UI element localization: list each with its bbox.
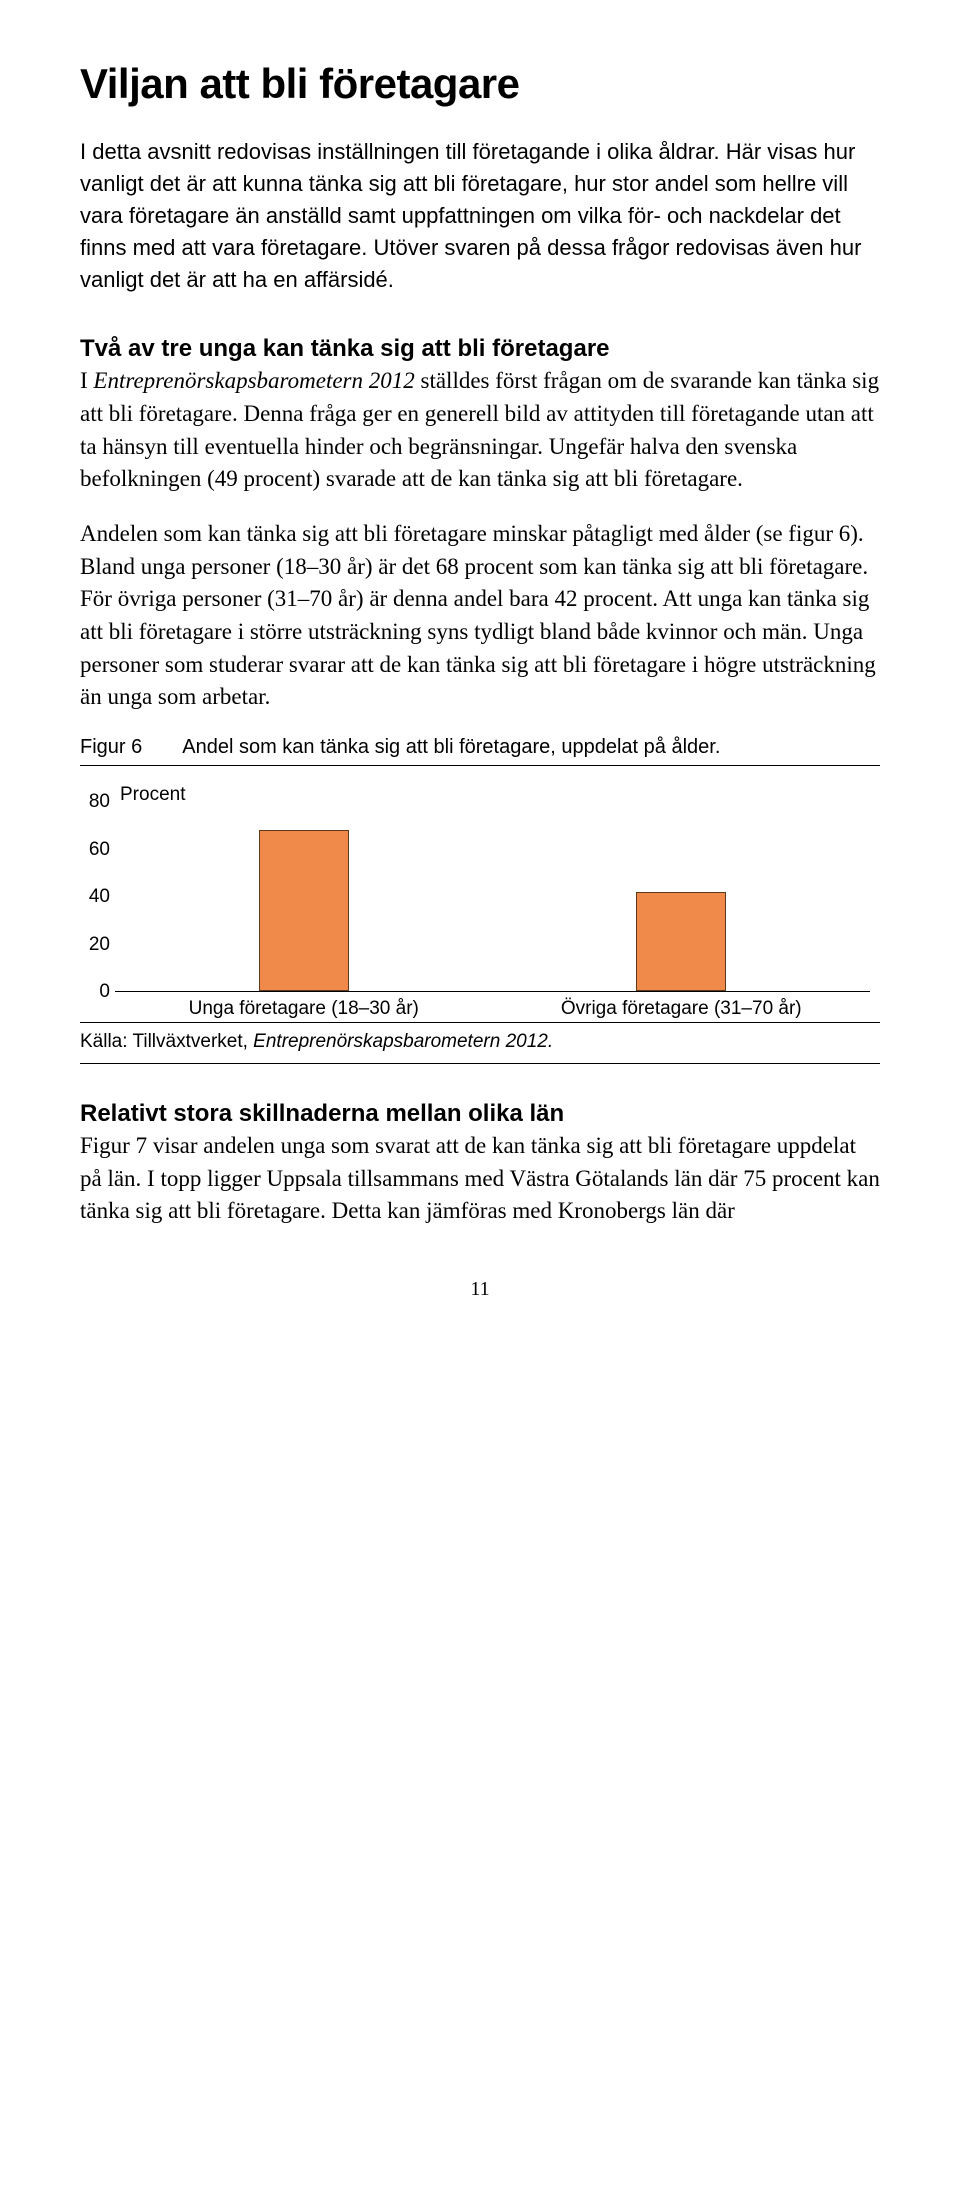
y-tick: 40 <box>80 886 110 908</box>
bar <box>259 830 349 991</box>
section2-heading: Relativt stora skillnaderna mellan olika… <box>80 1100 880 1128</box>
text-run: Källa: Tillväxtverket, <box>80 1031 253 1052</box>
text-italic: Entreprenörskapsbarometern 2012. <box>253 1031 553 1052</box>
text-run: I <box>80 368 93 393</box>
figure-caption-text: Andel som kan tänka sig att bli företaga… <box>182 736 720 759</box>
page-title: Viljan att bli företagare <box>80 60 880 108</box>
page-number: 11 <box>80 1278 880 1301</box>
section2-para: Figur 7 visar andelen unga som svarat at… <box>80 1130 880 1228</box>
section1-para1: I Entreprenörskapsbarometern 2012 ställd… <box>80 365 880 496</box>
chart-area: Procent 806040200 Unga företagare (18–30… <box>80 782 880 1022</box>
x-tick-label: Övriga företagare (31–70 år) <box>493 994 871 1020</box>
x-tick-label: Unga företagare (18–30 år) <box>115 994 493 1020</box>
section1-para2: Andelen som kan tänka sig att bli företa… <box>80 518 880 714</box>
bar-cell <box>493 802 871 991</box>
section1-heading: Två av tre unga kan tänka sig att bli fö… <box>80 335 880 363</box>
plot-area <box>115 802 870 992</box>
y-tick: 60 <box>80 839 110 861</box>
y-tick: 0 <box>80 981 110 1003</box>
figure-label: Figur 6 <box>80 736 142 759</box>
x-axis-labels: Unga företagare (18–30 år)Övriga företag… <box>115 994 870 1022</box>
figure-source: Källa: Tillväxtverket, Entreprenörskapsb… <box>80 1023 880 1064</box>
y-tick: 80 <box>80 791 110 813</box>
y-tick: 20 <box>80 934 110 956</box>
intro-paragraph: I detta avsnitt redovisas inställningen … <box>80 136 880 295</box>
bar <box>636 892 726 991</box>
bar-chart: Procent 806040200 Unga företagare (18–30… <box>80 766 880 1023</box>
figure-caption: Figur 6 Andel som kan tänka sig att bli … <box>80 736 880 766</box>
text-italic: Entreprenörskapsbarometern 2012 <box>93 368 414 393</box>
bar-cell <box>115 802 493 991</box>
